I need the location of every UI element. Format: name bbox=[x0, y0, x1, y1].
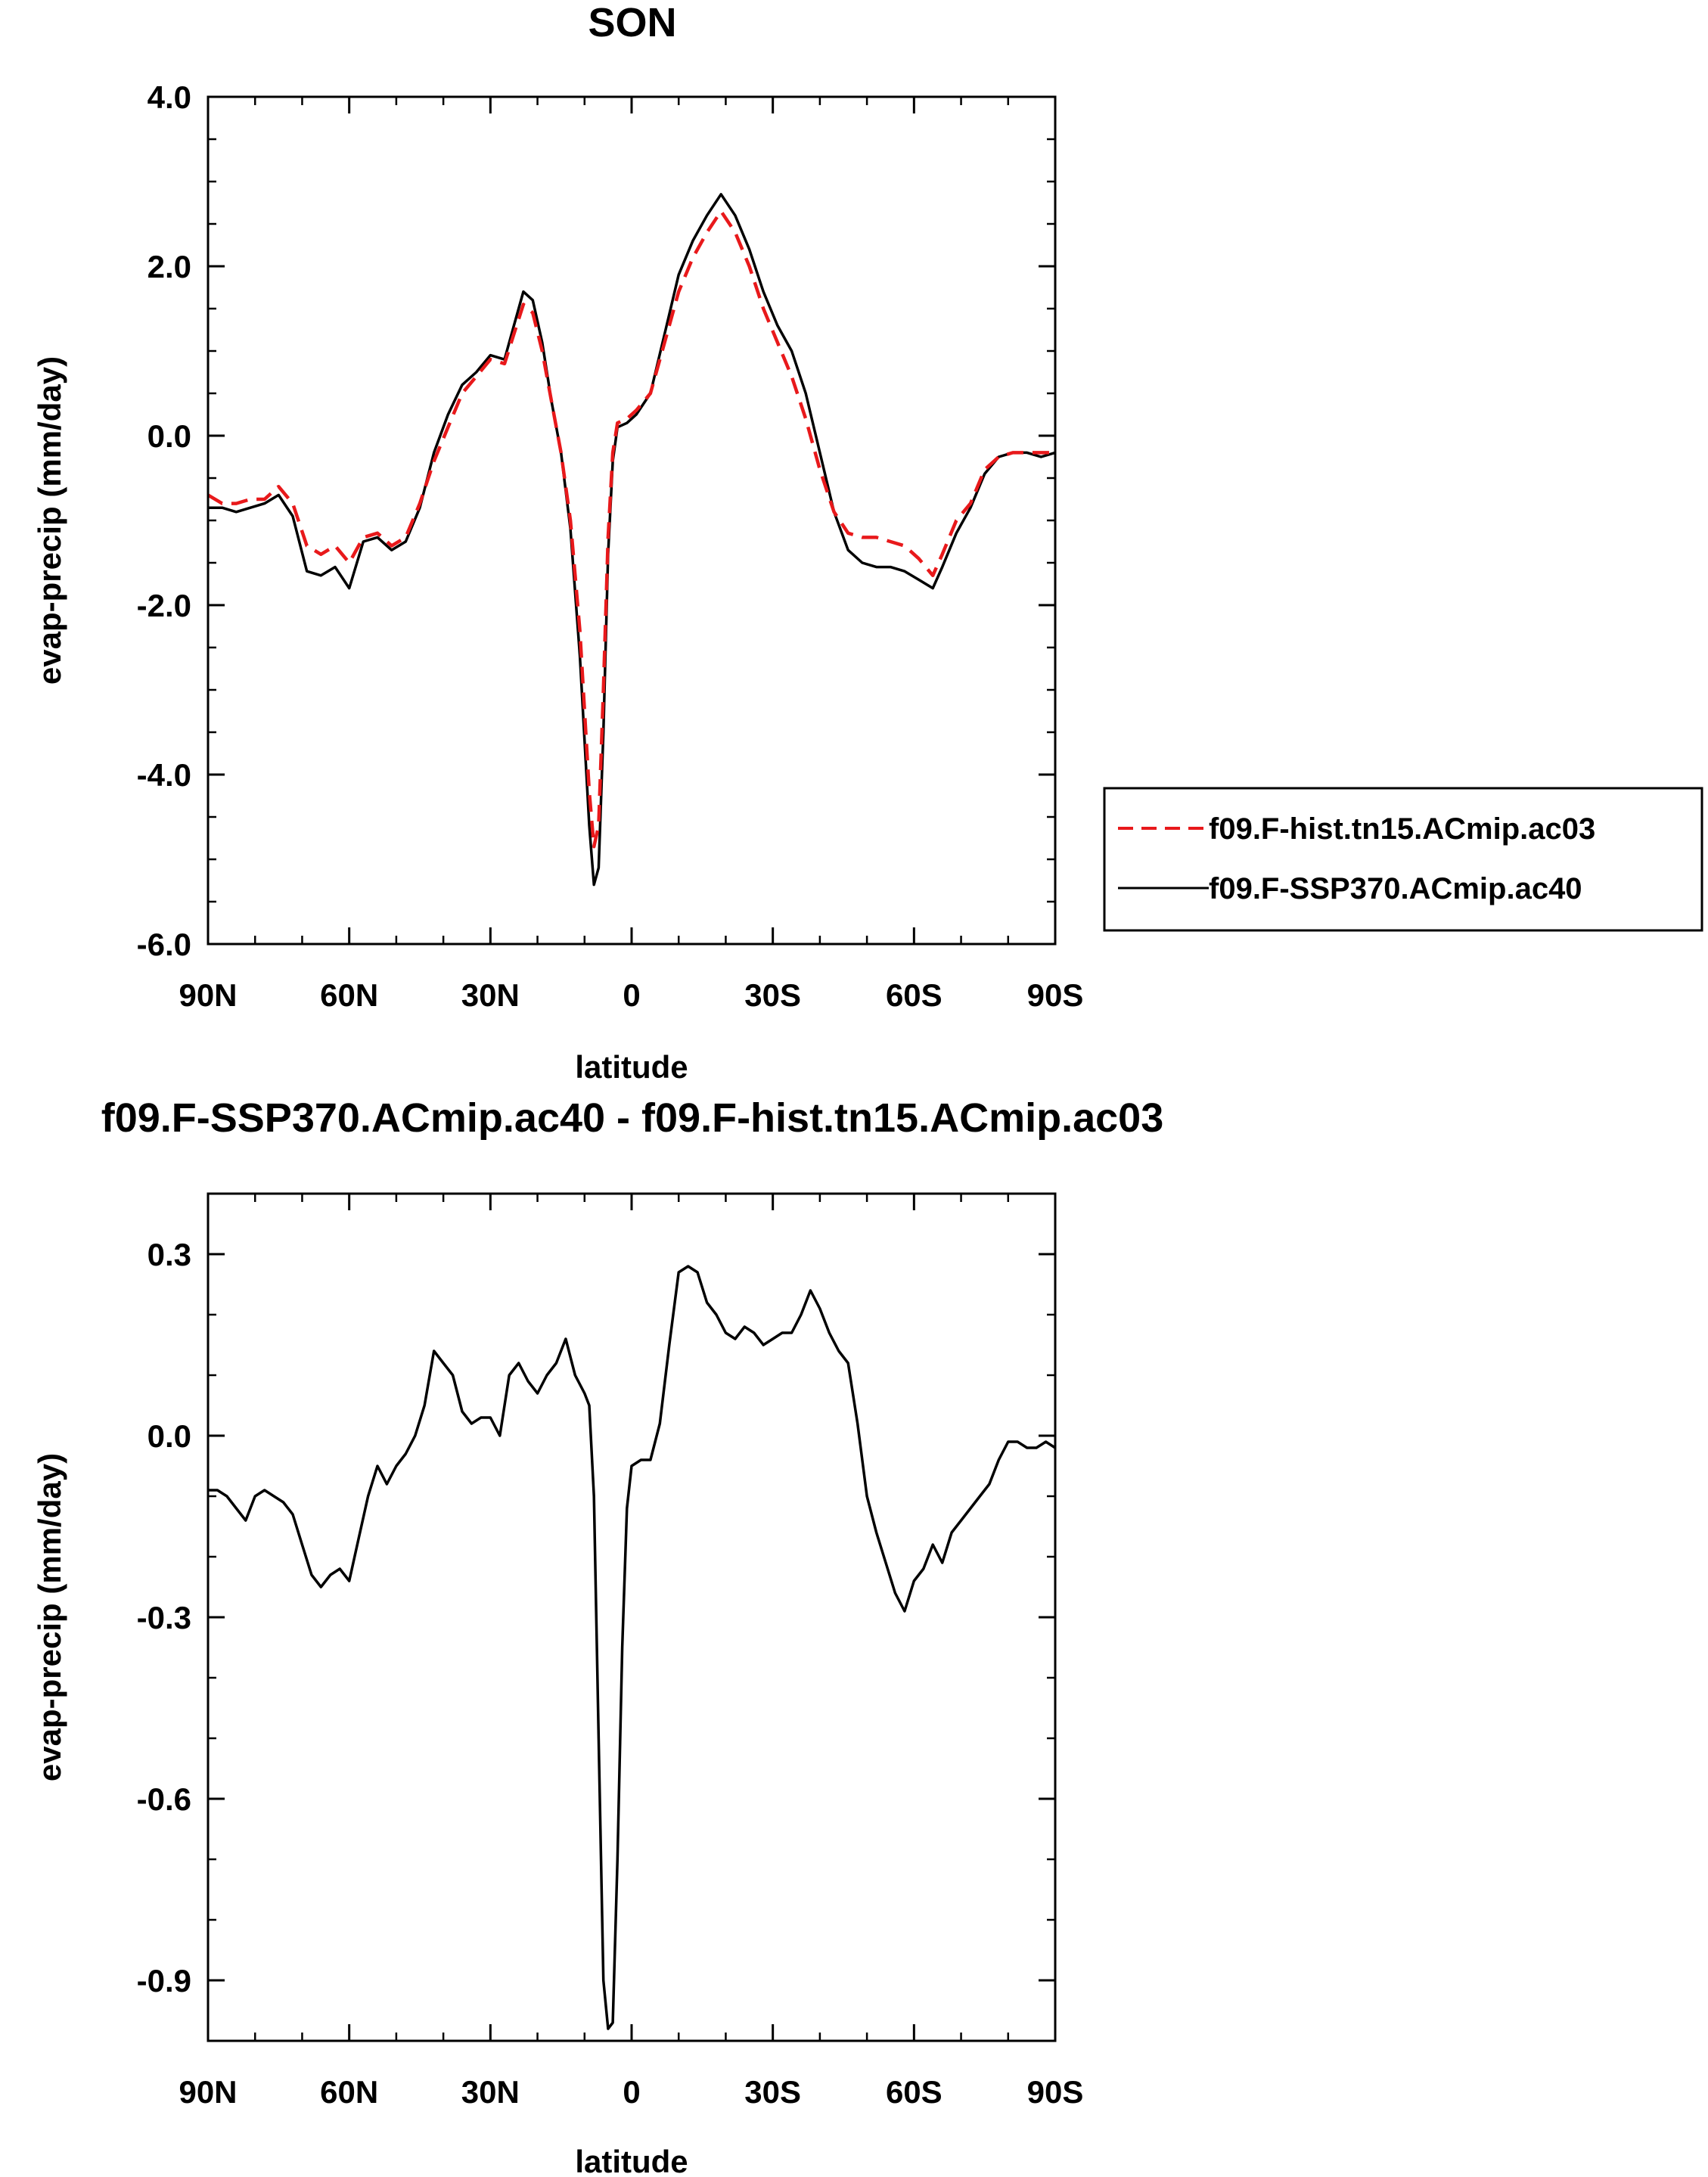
top-y-tick-label: 4.0 bbox=[148, 79, 191, 115]
legend-box bbox=[1103, 787, 1703, 932]
top-y-tick-label: -4.0 bbox=[137, 757, 191, 793]
top-x-tick-label: 30N bbox=[461, 977, 520, 1013]
bottom-x-axis-label: latitude bbox=[575, 2144, 688, 2177]
legend-label-hist: f09.F-hist.tn15.ACmip.ac03 bbox=[1209, 812, 1595, 846]
top-panel: SON 90N 60N 30N 0 30S 60S 90S 4.0 2.0 0.0 -2.0 -4.0… bbox=[32, 0, 1083, 1085]
top-x-tick-label: 60S bbox=[886, 977, 943, 1013]
top-x-tick-label: 90N bbox=[179, 977, 237, 1013]
bottom-axis-ticks: 90N 60N 30N 0 30S 60S 90S 0.3 0.0 -0.3 -0.6 -0.9 bbox=[137, 1192, 1084, 2110]
top-x-tick-label: 0 bbox=[623, 977, 640, 1013]
bottom-x-tick-label: 30N bbox=[461, 2074, 520, 2110]
top-y-tick-label: -6.0 bbox=[137, 927, 191, 962]
bottom-y-tick-label: 0.0 bbox=[148, 1418, 191, 1454]
top-x-tick-label: 30S bbox=[744, 977, 801, 1013]
legend: f09.F-hist.tn15.ACmip.ac03 f09.F-SSP370.… bbox=[1103, 787, 1703, 932]
bottom-y-tick-label: 0.3 bbox=[148, 1237, 191, 1272]
bottom-y-tick-label: -0.6 bbox=[137, 1781, 191, 1817]
bottom-y-axis-label: evap-precip (mm/day) bbox=[32, 1453, 67, 1781]
bottom-panel-title: f09.F-SSP370.ACmip.ac40 - f09.F-hist.tn1… bbox=[101, 1095, 1163, 1141]
bottom-x-tick-label: 0 bbox=[623, 2074, 640, 2110]
bottom-x-tick-label: 90N bbox=[179, 2074, 237, 2110]
bottom-x-tick-label: 30S bbox=[744, 2074, 801, 2110]
bottom-x-tick-label: 60N bbox=[320, 2074, 378, 2110]
bottom-x-tick-label: 90S bbox=[1027, 2074, 1084, 2110]
bottom-series-line-0 bbox=[208, 1265, 1056, 2030]
bottom-x-tick-label: 60S bbox=[886, 2074, 943, 2110]
bottom-series-group bbox=[208, 1265, 1056, 2030]
top-y-axis-label: evap-precip (mm/day) bbox=[32, 356, 67, 685]
top-x-axis-label: latitude bbox=[575, 1049, 688, 1085]
top-series-line-1 bbox=[207, 209, 1055, 849]
top-axis-ticks: 90N 60N 30N 0 30S 60S 90S 4.0 2.0 0.0 -2.0 -4.0 -6.0 bbox=[137, 79, 1084, 1013]
top-series-group bbox=[207, 193, 1056, 887]
top-x-tick-label: 60N bbox=[320, 977, 378, 1013]
top-y-tick-label: -2.0 bbox=[137, 588, 191, 623]
top-y-tick-label: 0.0 bbox=[148, 418, 191, 454]
top-panel-title: SON bbox=[588, 0, 676, 45]
bottom-y-tick-label: -0.9 bbox=[137, 1963, 191, 1998]
bottom-panel: f09.F-SSP370.ACmip.ac40 - f09.F-hist.tn1… bbox=[32, 1095, 1163, 2177]
top-x-tick-label: 90S bbox=[1027, 977, 1084, 1013]
bottom-y-tick-label: -0.3 bbox=[137, 1600, 191, 1635]
top-y-tick-label: 2.0 bbox=[148, 249, 191, 284]
legend-label-ssp370: f09.F-SSP370.ACmip.ac40 bbox=[1209, 872, 1582, 905]
